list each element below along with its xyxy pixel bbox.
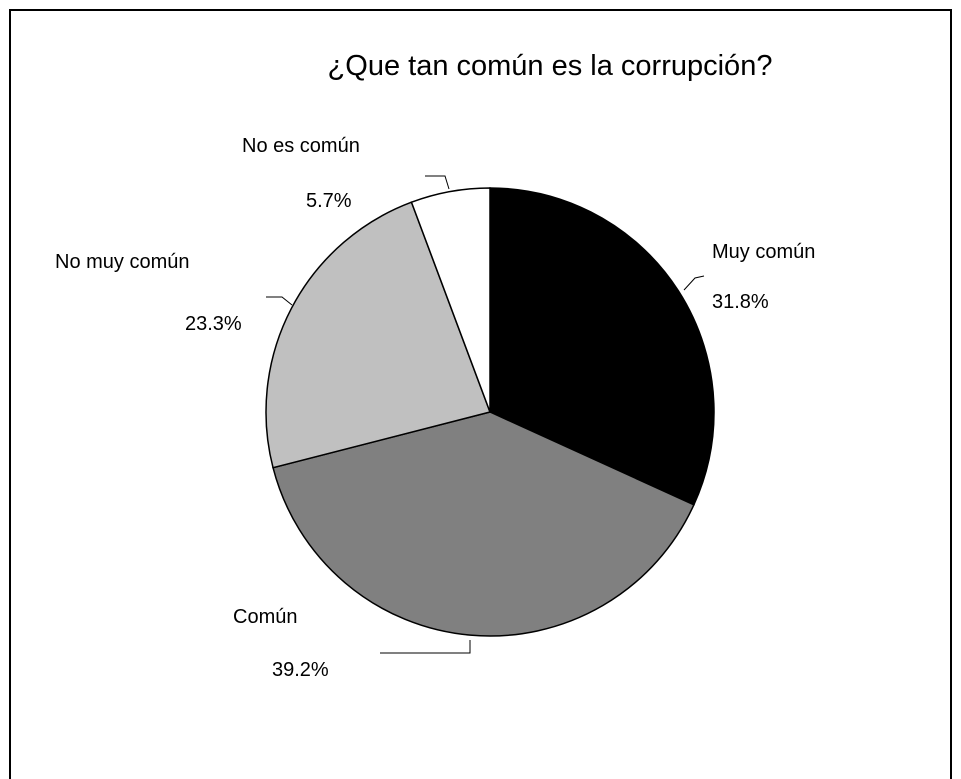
slice-value-label: 5.7% (306, 190, 352, 212)
callout-line (266, 296, 293, 306)
slice-category-label: No muy común (55, 251, 190, 273)
pie-slice-no-es-común (410, 187, 491, 413)
slice-value-label: 31.8% (712, 291, 769, 313)
pie-slice-no-muy-común (265, 201, 491, 469)
callout-line (425, 175, 450, 190)
slice-category-label: Común (233, 606, 297, 628)
slice-value-label: 39.2% (272, 659, 329, 681)
slice-category-label: No es común (242, 135, 360, 157)
chart-frame (9, 9, 952, 779)
pie-slice-común (272, 411, 695, 637)
pie-slice-muy-común (489, 187, 715, 506)
slice-value-label: 23.3% (185, 313, 242, 335)
slice-category-label: Muy común (712, 241, 815, 263)
callout-line (380, 640, 471, 654)
chart-title: ¿Que tan común es la corrupción? (328, 50, 773, 82)
callout-line (683, 275, 705, 291)
